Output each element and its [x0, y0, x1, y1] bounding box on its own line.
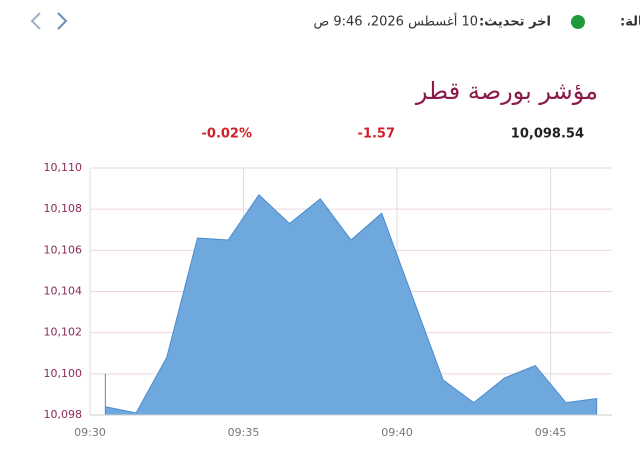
x-tick-label: 09:30	[74, 426, 106, 439]
update-label: اخر تحديث:	[479, 15, 551, 30]
y-tick-label: 10,106	[44, 243, 83, 256]
chart-title: مؤشر بورصة قطر	[415, 77, 598, 105]
area	[104, 193, 598, 416]
x-tick-label: 09:35	[228, 426, 260, 439]
stat-value: 10,098.54	[511, 127, 584, 142]
next-arrow[interactable]	[57, 12, 68, 30]
y-tick-label: 10,100	[44, 367, 83, 380]
y-tick-label: 10,104	[44, 285, 83, 298]
prev-arrow[interactable]	[30, 12, 41, 30]
x-tick-label: 09:45	[535, 426, 567, 439]
update-time: 10 أغسطس 2026، 9:46 ص	[313, 13, 478, 30]
y-tick-label: 10,108	[44, 202, 83, 215]
status-dot	[571, 15, 585, 29]
status-label: الحالة:	[620, 15, 640, 30]
y-tick-label: 10,098	[44, 408, 83, 421]
y-tick-label: 10,110	[44, 161, 83, 174]
stat-change-percent: -0.02%	[202, 127, 253, 142]
stat-change: -1.57	[358, 127, 395, 142]
x-tick-label: 09:40	[381, 426, 413, 439]
y-tick-label: 10,102	[44, 326, 83, 339]
